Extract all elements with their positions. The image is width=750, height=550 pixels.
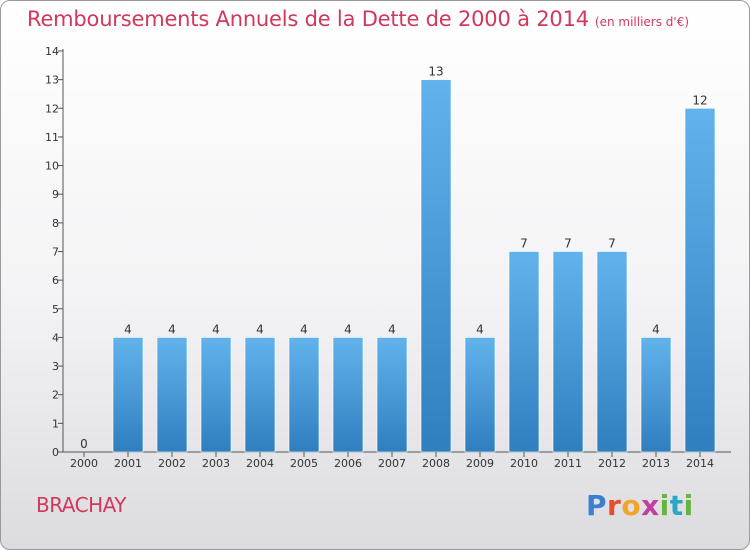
bar [244,337,276,453]
x-tick-label: 2011 [554,457,582,470]
x-tick-label: 2009 [466,457,494,470]
bar [464,337,496,453]
x-tick-label: 2001 [114,457,142,470]
logo-letter: r [607,489,622,522]
bar-value-label: 12 [692,93,707,107]
chart-title-block: Remboursements Annuels de la Dette de 20… [27,7,689,31]
bar-value-label: 4 [344,322,352,336]
bar [596,251,628,453]
bar [112,337,144,453]
bar-value-label: 4 [476,322,484,336]
bar [552,251,584,453]
x-tick-label: 2006 [334,457,362,470]
x-tick-label: 2002 [158,457,186,470]
bar [288,337,320,453]
y-tick-label: 14 [45,45,59,58]
bar-value-label: 7 [564,237,572,251]
logo-letter: P [586,489,608,522]
y-tick-label: 4 [52,331,59,344]
bar-value-label: 4 [212,322,220,336]
commune-name: BRACHAY [36,493,127,517]
y-tick-label: 7 [52,246,59,259]
bar-value-label: 0 [80,437,88,451]
y-tick-label: 11 [45,131,59,144]
bar [332,337,364,453]
logo-letter: i [683,489,694,522]
logo-letter: o [621,489,642,522]
chart-unit: (en milliers d'€) [594,15,690,29]
x-tick-label: 2004 [246,457,274,470]
x-tick-label: 2003 [202,457,230,470]
bar-value-label: 7 [520,237,528,251]
x-tick-label: 2012 [598,457,626,470]
bar [684,107,716,453]
bar-value-label: 7 [608,237,616,251]
logo-letter: t [669,489,684,522]
chart-title: Remboursements Annuels de la Dette de 20… [27,7,589,31]
y-tick-label: 6 [52,274,59,287]
bar-value-label: 4 [388,322,396,336]
bar [508,251,540,453]
y-tick-label: 8 [52,217,59,230]
x-tick-label: 2014 [686,457,714,470]
x-tick-label: 2010 [510,457,538,470]
bar [640,337,672,453]
bar [376,337,408,453]
y-tick-label: 9 [52,188,59,201]
bar-value-label: 13 [428,65,443,79]
proxiti-logo: Proxiti [586,489,694,522]
x-tick-label: 2008 [422,457,450,470]
bar [420,79,452,453]
y-tick-label: 13 [45,74,59,87]
y-tick-label: 12 [45,102,59,115]
bar [200,337,232,453]
bar-value-label: 4 [168,322,176,336]
y-tick-label: 5 [52,303,59,316]
y-tick-label: 10 [45,160,59,173]
logo-letter: i [659,489,670,522]
x-tick-label: 2013 [642,457,670,470]
x-tick-label: 2005 [290,457,318,470]
bar-value-label: 4 [300,322,308,336]
bar-value-label: 4 [256,322,264,336]
x-tick-label: 2000 [70,457,98,470]
bar-value-label: 4 [652,322,660,336]
bar [156,337,188,453]
y-tick-label: 0 [52,446,59,459]
bar-value-label: 4 [124,322,132,336]
y-tick-label: 1 [52,417,59,430]
y-tick-label: 3 [52,360,59,373]
x-tick-label: 2007 [378,457,406,470]
logo-letter: x [641,489,660,522]
y-tick-label: 2 [52,389,59,402]
